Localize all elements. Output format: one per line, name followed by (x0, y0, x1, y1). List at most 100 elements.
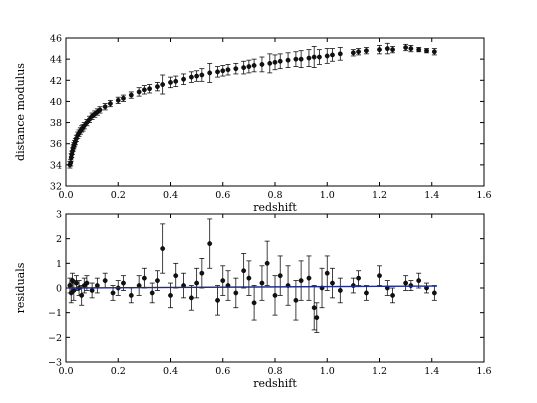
top-data-point (181, 76, 186, 82)
bottom-data-point (128, 292, 134, 298)
top-x-tick-label: 1.0 (320, 190, 335, 201)
bottom-data-point (74, 280, 79, 286)
bottom-data-point (155, 278, 160, 283)
top-data-point (408, 46, 414, 51)
top-data-point (306, 55, 312, 61)
bottom-data-point (110, 290, 116, 296)
bottom-x-tick-label: 1.2 (372, 366, 387, 377)
bottom-data-point (277, 273, 283, 279)
bottom-data-point (199, 270, 205, 276)
top-data-point (115, 97, 121, 103)
top-data-point (147, 86, 153, 92)
top-y-tick-label: 34 (50, 160, 62, 171)
top-data-point (403, 45, 409, 50)
top-y-tick-label: 36 (50, 139, 62, 150)
top-data-point (233, 66, 239, 72)
top-data-point (424, 48, 429, 54)
top-y-tick-label: 46 (50, 34, 62, 45)
top-data-point (364, 48, 369, 54)
top-data-point (241, 65, 247, 71)
top-data-point (298, 56, 304, 62)
top-x-tick-label: 1.6 (476, 190, 491, 201)
top-data-point (384, 46, 390, 51)
bottom-data-point (314, 315, 320, 320)
top-data-point (259, 62, 265, 67)
bottom-x-axis-label: redshift (253, 377, 297, 390)
bottom-data-point (311, 305, 317, 311)
top-data-point (199, 72, 205, 78)
bottom-data-point (403, 280, 409, 286)
top-data-point (68, 160, 74, 166)
top-data-point (337, 51, 343, 57)
bottom-y-tick-label: 0 (56, 284, 62, 295)
top-data-point (121, 95, 126, 101)
top-x-tick-label: 0.6 (215, 190, 230, 201)
top-data-point (97, 107, 103, 113)
bottom-data-point (337, 288, 343, 293)
bottom-data-point (364, 290, 369, 296)
bottom-data-point (173, 273, 179, 279)
bottom-data-point (141, 275, 147, 281)
top-x-tick-label: 1.4 (424, 190, 439, 201)
bottom-data-point (168, 292, 173, 298)
bottom-data-point (390, 292, 395, 298)
bottom-data-point (94, 283, 100, 288)
top-data-point (251, 63, 257, 68)
top-data-point (311, 54, 317, 60)
bottom-fit-line (68, 285, 437, 289)
top-data-point (356, 49, 361, 55)
top-data-point (155, 84, 160, 90)
bottom-data-point (306, 275, 312, 281)
top-data-point (188, 74, 194, 80)
top-data-point (272, 59, 278, 65)
bottom-data-point (102, 278, 108, 283)
bottom-y-tick-label: 3 (56, 210, 62, 221)
top-x-tick-label: 0.0 (58, 190, 73, 201)
top-data-point (173, 78, 179, 84)
top-data-point (128, 92, 134, 98)
bottom-data-point (79, 292, 85, 298)
top-data-point (141, 87, 147, 93)
bottom-y-tick-label: 2 (56, 234, 62, 245)
bottom-y-tick-label: −3 (48, 358, 62, 369)
bottom-data-point (272, 292, 278, 298)
top-data-point (377, 47, 382, 53)
bottom-data-point (160, 246, 166, 251)
top-data-point (267, 60, 273, 66)
top-x-tick-label: 0.4 (163, 190, 178, 201)
residuals-panel: 0.0 0.2 0.4 0.6 0.8 1.0 1.2 1.4 1.6 −3 −2 −1 0 1 2 3 red… (14, 210, 492, 391)
bottom-data-point (207, 241, 213, 247)
top-data-point (225, 67, 231, 73)
bottom-data-point (324, 270, 330, 276)
bottom-data-point (330, 280, 335, 286)
bottom-data-point (89, 288, 95, 293)
top-data-point (416, 47, 422, 53)
top-x-tick-label: 0.8 (267, 190, 282, 201)
bottom-y-axis-label: residuals (14, 262, 27, 313)
bottom-x-tick-label: 0.6 (215, 366, 230, 377)
top-data-point (324, 53, 330, 59)
bottom-y-tick-label: 1 (56, 259, 62, 270)
top-data-point (220, 68, 226, 74)
bottom-data-point (215, 297, 220, 303)
top-x-axis-label: redshift (253, 201, 297, 214)
distance-modulus-panel: 0.0 0.2 0.4 0.6 0.8 1.0 1.2 1.4 1.6 32 34 36 38 40 42 4… (14, 34, 492, 215)
top-x-tick-label: 0.2 (111, 190, 126, 201)
top-y-tick-label: 32 (50, 182, 62, 193)
bottom-x-tick-label: 0.4 (163, 366, 178, 377)
top-y-tick-label: 42 (50, 76, 62, 87)
top-data-point (317, 54, 322, 60)
top-data-point (194, 73, 200, 79)
top-data-point (136, 89, 142, 95)
top-data-point (168, 80, 173, 85)
bottom-y-tick-label: −2 (48, 333, 62, 344)
bottom-x-tick-label: 0.0 (58, 366, 73, 377)
bottom-data-point (246, 275, 252, 281)
bottom-x-tick-label: 0.8 (267, 366, 282, 377)
bottom-data-point (251, 300, 257, 306)
top-data-point (285, 57, 291, 63)
bottom-x-tick-label: 1.0 (320, 366, 335, 377)
bottom-data-point (356, 275, 361, 281)
top-data-point (102, 104, 108, 110)
